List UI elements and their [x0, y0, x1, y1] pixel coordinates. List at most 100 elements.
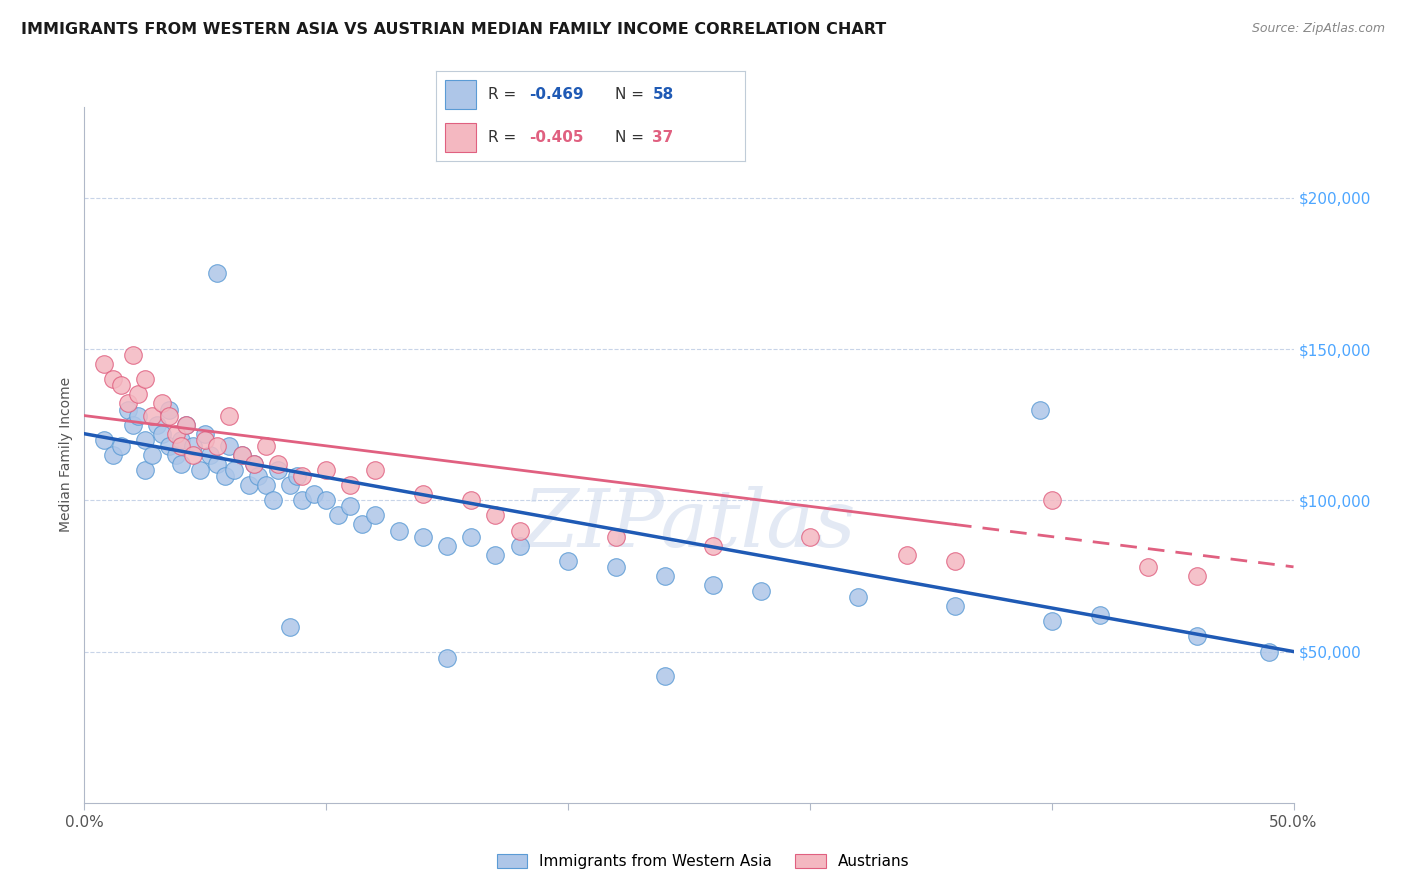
Point	[110, 439, 132, 453]
Point	[254, 439, 277, 453]
Bar	[446, 123, 477, 152]
Point	[174, 417, 197, 432]
Point	[194, 426, 217, 441]
Point	[328, 508, 350, 523]
Point	[141, 448, 163, 462]
Point	[121, 417, 143, 432]
Point	[121, 348, 143, 362]
Point	[181, 448, 204, 462]
Point	[165, 426, 187, 441]
Point	[702, 539, 724, 553]
Point	[302, 487, 325, 501]
Point	[207, 439, 229, 453]
Point	[150, 426, 173, 441]
Point	[557, 554, 579, 568]
Point	[702, 578, 724, 592]
Point	[134, 372, 156, 386]
Point	[605, 559, 627, 574]
Point	[509, 539, 531, 553]
Point	[460, 493, 482, 508]
Text: N =: N =	[616, 87, 650, 102]
Point	[190, 463, 212, 477]
Point	[363, 508, 385, 523]
Point	[484, 548, 506, 562]
Point	[247, 469, 270, 483]
Point	[146, 417, 169, 432]
Point	[605, 530, 627, 544]
Point	[943, 599, 966, 614]
Point	[654, 569, 676, 583]
Point	[339, 478, 361, 492]
Point	[412, 530, 434, 544]
Point	[388, 524, 411, 538]
Point	[751, 584, 773, 599]
Point	[170, 433, 193, 447]
Point	[214, 469, 236, 483]
Point	[150, 396, 173, 410]
Point	[654, 669, 676, 683]
Y-axis label: Median Family Income: Median Family Income	[59, 377, 73, 533]
Text: R =: R =	[488, 87, 522, 102]
Point	[170, 457, 193, 471]
Point	[127, 409, 149, 423]
Point	[103, 372, 125, 386]
Point	[1040, 615, 1063, 629]
Point	[207, 457, 229, 471]
Point	[315, 493, 337, 508]
Text: Source: ZipAtlas.com: Source: ZipAtlas.com	[1251, 22, 1385, 36]
Point	[352, 517, 374, 532]
Text: N =: N =	[616, 130, 650, 145]
Point	[174, 417, 197, 432]
Point	[262, 493, 284, 508]
Point	[846, 590, 869, 604]
Text: ZIPatlas: ZIPatlas	[522, 486, 856, 563]
Point	[165, 448, 187, 462]
Point	[1137, 559, 1160, 574]
Point	[194, 433, 217, 447]
Text: IMMIGRANTS FROM WESTERN ASIA VS AUSTRIAN MEDIAN FAMILY INCOME CORRELATION CHART: IMMIGRANTS FROM WESTERN ASIA VS AUSTRIAN…	[21, 22, 886, 37]
Point	[1185, 629, 1208, 643]
Point	[291, 469, 314, 483]
Point	[157, 439, 180, 453]
Point	[267, 463, 290, 477]
Point	[1185, 569, 1208, 583]
Point	[509, 524, 531, 538]
Point	[231, 448, 253, 462]
Text: -0.405: -0.405	[529, 130, 583, 145]
Point	[315, 463, 337, 477]
Point	[242, 457, 264, 471]
Point	[1040, 493, 1063, 508]
Point	[254, 478, 277, 492]
Point	[278, 620, 301, 634]
Point	[218, 409, 240, 423]
Point	[134, 463, 156, 477]
Point	[93, 357, 115, 371]
Point	[157, 409, 180, 423]
Point	[141, 409, 163, 423]
Point	[93, 433, 115, 447]
Point	[412, 487, 434, 501]
Text: -0.469: -0.469	[529, 87, 583, 102]
Text: R =: R =	[488, 130, 522, 145]
Text: 37: 37	[652, 130, 673, 145]
Legend: Immigrants from Western Asia, Austrians: Immigrants from Western Asia, Austrians	[491, 847, 915, 875]
Text: 58: 58	[652, 87, 673, 102]
Point	[1258, 644, 1281, 658]
Point	[117, 402, 139, 417]
Point	[436, 539, 458, 553]
Point	[291, 493, 314, 508]
Point	[170, 439, 193, 453]
Point	[238, 478, 260, 492]
Point	[799, 530, 821, 544]
Point	[127, 387, 149, 401]
Point	[436, 650, 458, 665]
Point	[896, 548, 918, 562]
Point	[278, 478, 301, 492]
Point	[103, 448, 125, 462]
Point	[242, 457, 264, 471]
Point	[134, 433, 156, 447]
Point	[224, 463, 246, 477]
Point	[1088, 608, 1111, 623]
Bar	[446, 80, 477, 109]
Point	[363, 463, 385, 477]
